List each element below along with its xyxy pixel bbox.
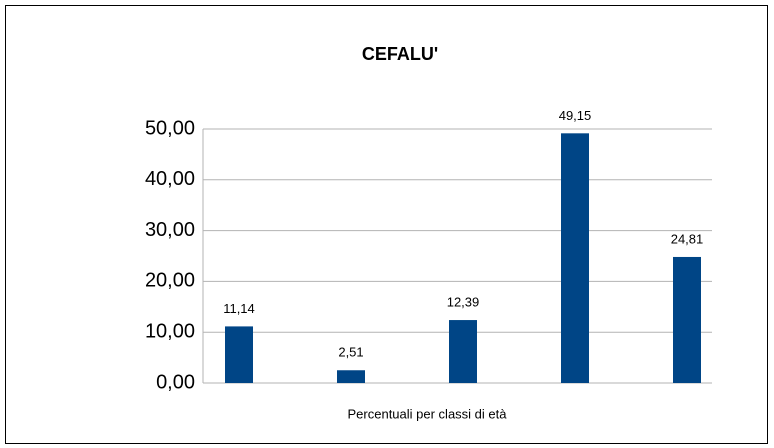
y-tick-label: 50,00: [145, 117, 195, 139]
x-axis-label: Percentuali per classi di età: [348, 406, 508, 421]
y-tick-label: 40,00: [145, 168, 195, 190]
bar: [449, 320, 477, 383]
y-tick-label: 0,00: [156, 371, 195, 393]
value-label: 49,15: [559, 108, 592, 123]
value-label: 12,39: [447, 294, 480, 309]
bar: [673, 256, 701, 383]
y-tick-label: 20,00: [145, 270, 195, 292]
y-tick-label: 10,00: [145, 320, 195, 342]
chart-title: CEFALU': [362, 44, 438, 64]
bar: [561, 133, 589, 383]
bar: [337, 370, 365, 383]
bar: [225, 326, 253, 383]
value-label: 11,14: [223, 301, 255, 316]
chart-border: [5, 5, 768, 444]
value-label: 2,51: [338, 345, 363, 360]
y-tick-label: 30,00: [145, 219, 195, 241]
value-label: 24,81: [671, 231, 704, 246]
